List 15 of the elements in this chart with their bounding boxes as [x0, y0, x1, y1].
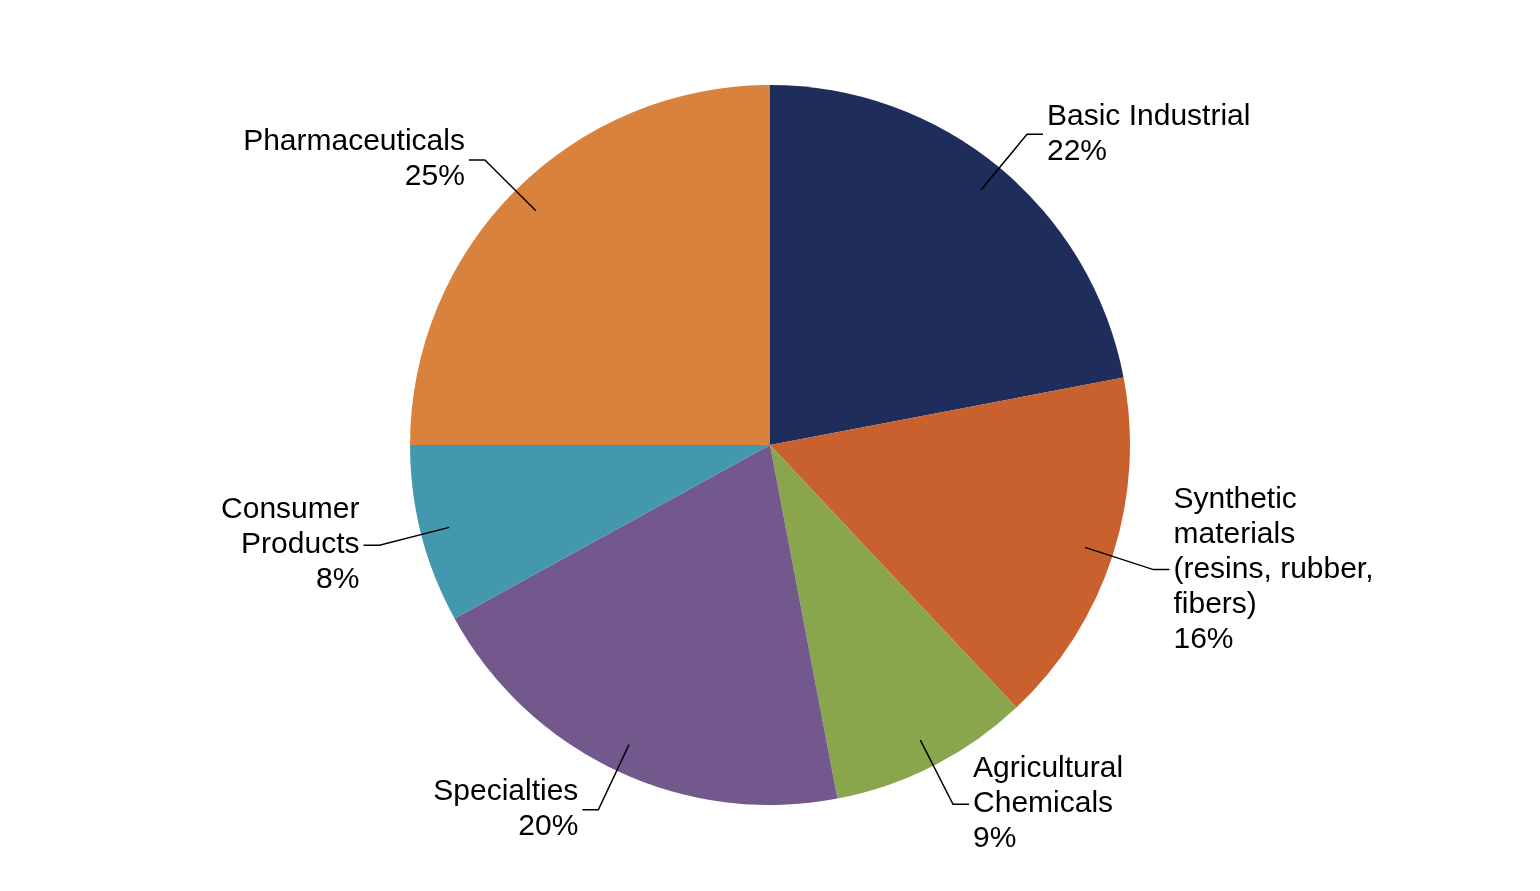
pie-slice — [410, 445, 770, 619]
slice-label: Basic Industrial — [1047, 97, 1251, 131]
slice-label: Agricultural Chemicals — [973, 750, 1124, 819]
data-label: 20% — [518, 808, 579, 842]
slice-label: Synthetic materials (resins, rubber, fibers) — [1173, 480, 1374, 619]
data-label: 22% — [1047, 132, 1108, 166]
slice-label: Consumer Products — [221, 491, 360, 560]
data-label: 16% — [1173, 620, 1234, 654]
data-label: 25% — [404, 158, 465, 192]
data-label: 8% — [316, 561, 360, 595]
slice-label: Specialties — [433, 773, 579, 807]
data-label: 9% — [973, 820, 1017, 854]
slice-label: Pharmaceuticals — [243, 123, 465, 157]
pie-slice — [770, 377, 1130, 708]
pie-slice — [770, 85, 1124, 445]
